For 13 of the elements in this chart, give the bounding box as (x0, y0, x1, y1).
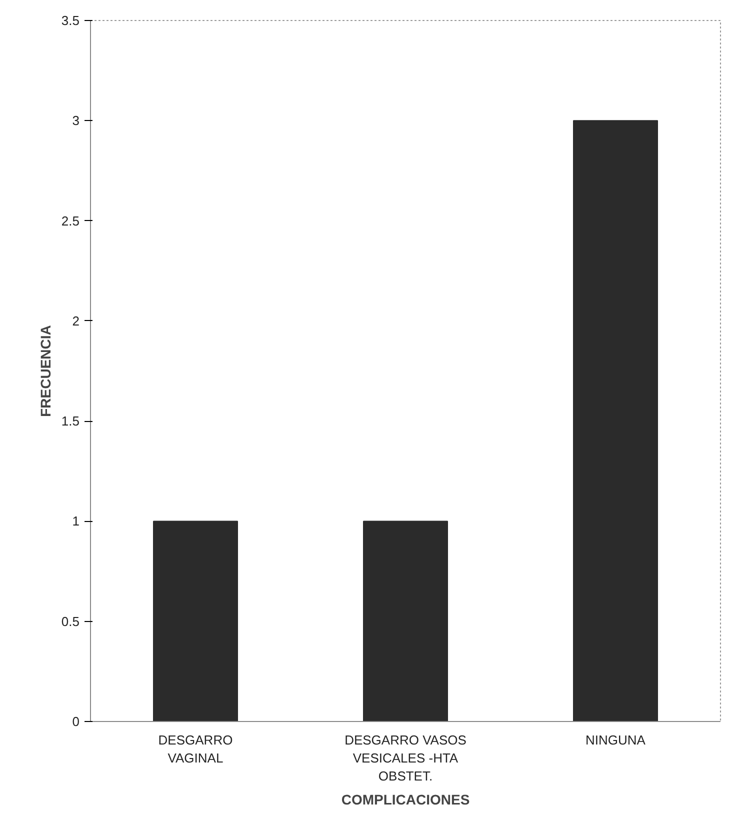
y-tick-label: 3.5 (61, 13, 80, 28)
y-tick-label: 2 (72, 313, 80, 328)
y-tick-label: 2.5 (61, 213, 80, 228)
y-tick-label: 1.5 (61, 414, 80, 429)
y-tick-label: 0 (72, 714, 80, 729)
x-tick-label: DESGARRO VASOS VESICALES -HTA OBSTET. (344, 732, 467, 784)
x-tick-label: NINGUNA (586, 732, 646, 748)
y-tick-label: 3 (72, 113, 80, 128)
x-axis-title: COMPLICACIONES (341, 792, 470, 808)
y-axis-title: FRECUENCIA (37, 325, 54, 417)
y-tick-label: 1 (72, 514, 80, 529)
y-tick-label: 0.5 (61, 614, 80, 629)
x-tick-label: DESGARRO VAGINAL (158, 732, 233, 766)
